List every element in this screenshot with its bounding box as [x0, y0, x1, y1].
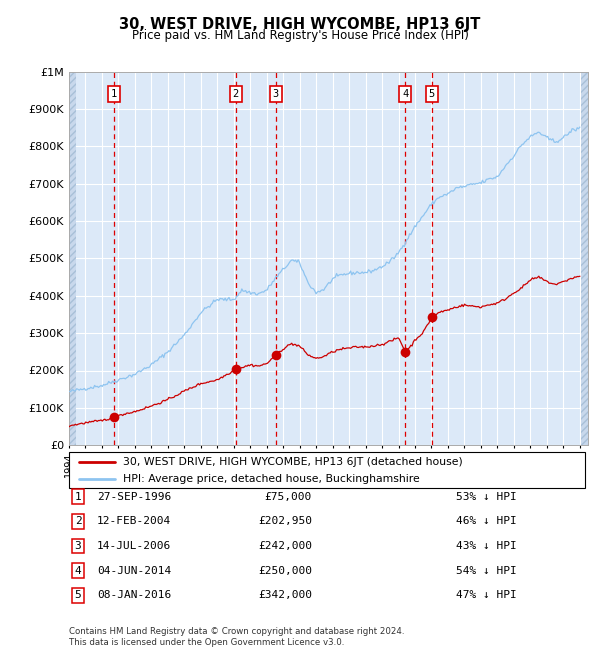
- Text: Price paid vs. HM Land Registry's House Price Index (HPI): Price paid vs. HM Land Registry's House …: [131, 29, 469, 42]
- Text: 1: 1: [111, 89, 117, 99]
- Text: 08-JAN-2016: 08-JAN-2016: [97, 590, 171, 601]
- Text: 3: 3: [272, 89, 279, 99]
- Bar: [581, 72, 589, 445]
- Text: 04-JUN-2014: 04-JUN-2014: [97, 566, 171, 576]
- Text: 1: 1: [74, 491, 82, 502]
- Text: 30, WEST DRIVE, HIGH WYCOMBE, HP13 6JT: 30, WEST DRIVE, HIGH WYCOMBE, HP13 6JT: [119, 17, 481, 32]
- Text: 4: 4: [403, 89, 409, 99]
- Text: Contains HM Land Registry data © Crown copyright and database right 2024.
This d: Contains HM Land Registry data © Crown c…: [69, 627, 404, 647]
- Text: 30, WEST DRIVE, HIGH WYCOMBE, HP13 6JT (detached house): 30, WEST DRIVE, HIGH WYCOMBE, HP13 6JT (…: [123, 457, 463, 467]
- Text: £202,950: £202,950: [258, 516, 312, 526]
- Text: 47% ↓ HPI: 47% ↓ HPI: [456, 590, 517, 601]
- Text: 46% ↓ HPI: 46% ↓ HPI: [456, 516, 517, 526]
- Text: 14-JUL-2006: 14-JUL-2006: [97, 541, 171, 551]
- Text: HPI: Average price, detached house, Buckinghamshire: HPI: Average price, detached house, Buck…: [123, 474, 420, 484]
- Text: £75,000: £75,000: [265, 491, 312, 502]
- Text: 12-FEB-2004: 12-FEB-2004: [97, 516, 171, 526]
- Text: £242,000: £242,000: [258, 541, 312, 551]
- Text: 54% ↓ HPI: 54% ↓ HPI: [456, 566, 517, 576]
- Text: £250,000: £250,000: [258, 566, 312, 576]
- Bar: [69, 72, 76, 445]
- Text: 5: 5: [74, 590, 82, 601]
- Text: 2: 2: [74, 516, 82, 526]
- Text: 43% ↓ HPI: 43% ↓ HPI: [456, 541, 517, 551]
- Text: 53% ↓ HPI: 53% ↓ HPI: [456, 491, 517, 502]
- Text: 3: 3: [74, 541, 82, 551]
- Text: 4: 4: [74, 566, 82, 576]
- Text: 5: 5: [428, 89, 435, 99]
- Text: 2: 2: [233, 89, 239, 99]
- Text: £342,000: £342,000: [258, 590, 312, 601]
- Text: 27-SEP-1996: 27-SEP-1996: [97, 491, 171, 502]
